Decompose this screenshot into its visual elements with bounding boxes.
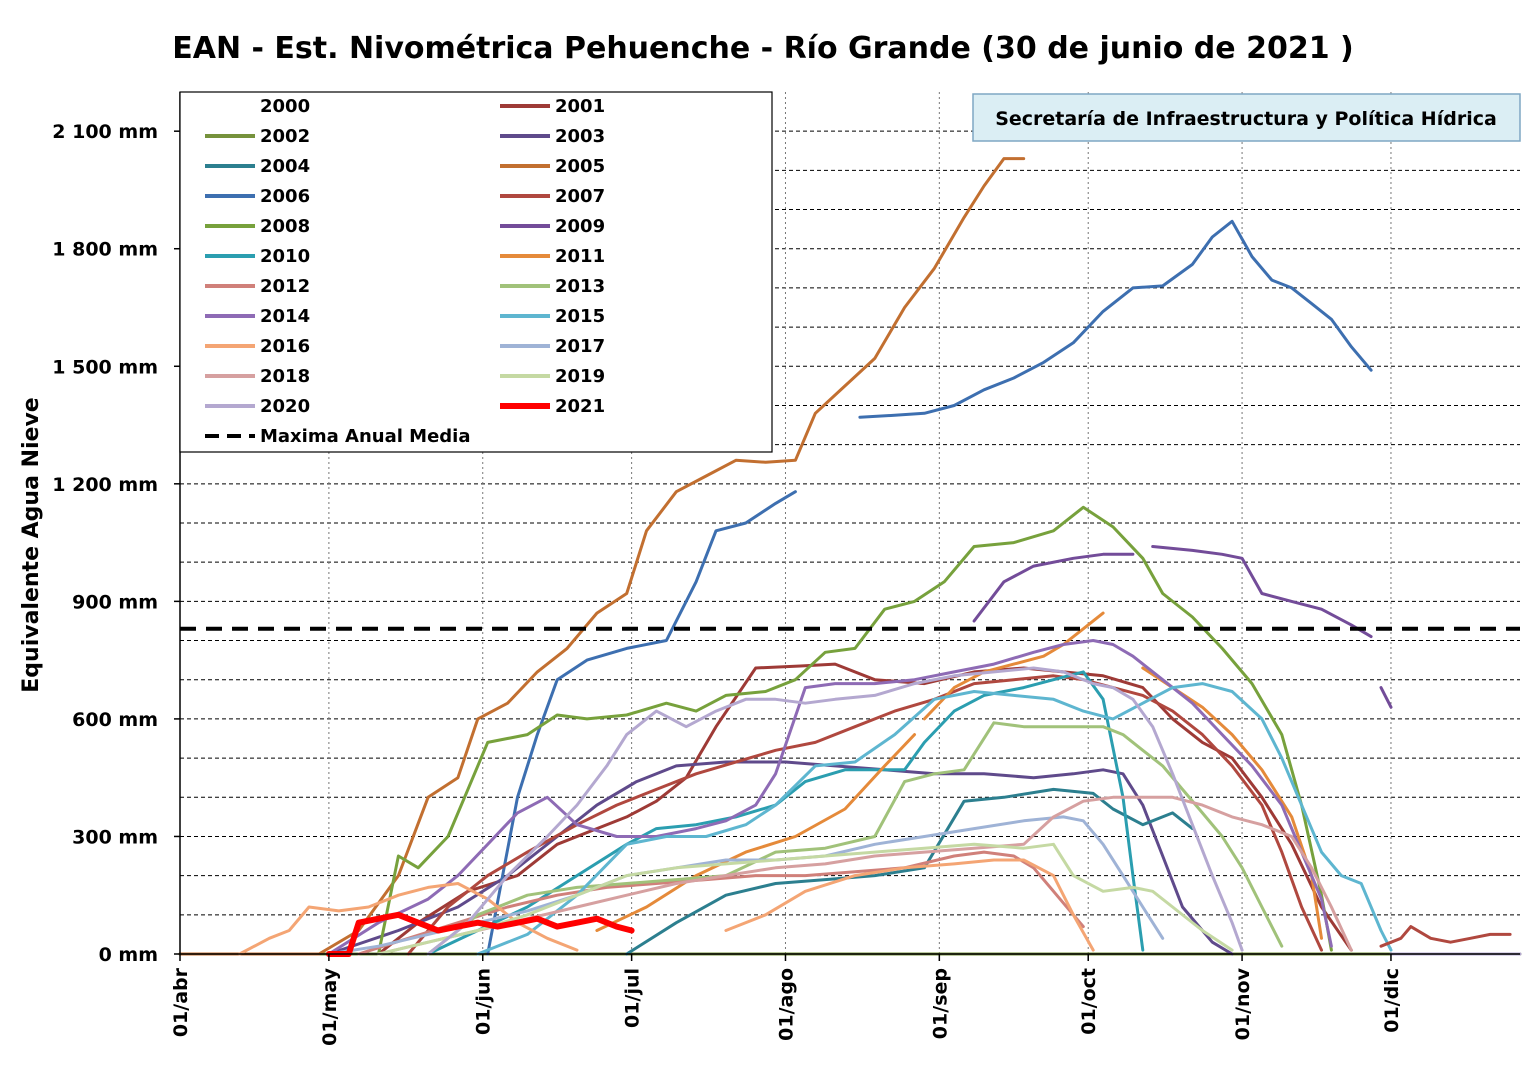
legend-label: 2007 bbox=[555, 186, 605, 207]
x-tick-label: 01/jun bbox=[473, 968, 495, 1035]
series-line-2011 bbox=[595, 733, 916, 932]
legend-label: 2009 bbox=[555, 216, 605, 237]
series-line-2015 bbox=[476, 682, 1393, 956]
y-tick-label: 2 100 mm bbox=[52, 121, 158, 143]
x-tick-label: 01/dic bbox=[1381, 968, 1403, 1033]
series-line-2020 bbox=[426, 666, 1244, 956]
legend-label: 2001 bbox=[555, 96, 605, 117]
legend-label: 2014 bbox=[260, 306, 310, 327]
series-line-2016b bbox=[724, 858, 1095, 952]
y-tick-label: 300 mm bbox=[72, 826, 158, 848]
series-line-2007-dic bbox=[1379, 925, 1512, 948]
chart-title: EAN - Est. Nivométrica Pehuenche - Río G… bbox=[172, 31, 1353, 66]
legend-label: 2004 bbox=[260, 156, 310, 177]
y-tick-label: 1 500 mm bbox=[52, 356, 158, 378]
x-tick-label: 01/jul bbox=[622, 968, 644, 1028]
legend-label: 2016 bbox=[260, 336, 310, 357]
series-line-2009b bbox=[1151, 545, 1373, 639]
legend-label: 2010 bbox=[260, 246, 310, 267]
agency-badge-text: Secretaría de Infraestructura y Política… bbox=[995, 108, 1497, 130]
legend-label: 2020 bbox=[260, 396, 310, 417]
y-tick-labels: 0 mm 300 mm 600 mm 900 mm 1 200 mm 1 500 mm 1 … bbox=[52, 121, 158, 966]
series-line-2011b bbox=[922, 611, 1105, 721]
series-line-2014 bbox=[327, 639, 1333, 956]
legend-label: 2013 bbox=[555, 276, 605, 297]
legend-label: 2008 bbox=[260, 216, 310, 237]
x-tick-label: 01/may bbox=[319, 967, 341, 1045]
series-line-2006 bbox=[486, 490, 797, 956]
x-tick-label: 01/nov bbox=[1232, 967, 1254, 1040]
series-line-2004 bbox=[625, 787, 1194, 956]
series-line-2005 bbox=[178, 157, 1026, 956]
gridlines bbox=[180, 92, 1520, 954]
y-tick-label: 1 800 mm bbox=[52, 239, 158, 261]
series-line-2009c bbox=[1379, 686, 1393, 709]
x-tick-label: 01/abr bbox=[170, 967, 192, 1037]
y-tick-label: 900 mm bbox=[72, 591, 158, 613]
legend-label: 2003 bbox=[555, 126, 605, 147]
x-tick-label: 01/oct bbox=[1078, 968, 1100, 1035]
series-line-2021 bbox=[325, 911, 635, 957]
legend: 2000 2001 2002 2003 2004 2005 2006 2007 2008 2009… bbox=[179, 91, 773, 453]
legend-label: 2006 bbox=[260, 186, 310, 207]
series-line-2012 bbox=[357, 850, 1085, 956]
legend-label: 2005 bbox=[555, 156, 605, 177]
y-tick-label: 0 mm bbox=[99, 944, 158, 966]
legend-label: 2002 bbox=[260, 126, 310, 147]
legend-box bbox=[179, 91, 773, 453]
legend-label: 2021 bbox=[555, 396, 605, 417]
legend-label: 2015 bbox=[555, 306, 605, 327]
legend-label: 2000 bbox=[260, 96, 310, 117]
series-line-2007 bbox=[406, 674, 1323, 956]
legend-label: 2019 bbox=[555, 366, 605, 387]
legend-label: 2018 bbox=[260, 366, 310, 387]
legend-label: Maxima Anual Media bbox=[260, 426, 470, 447]
x-tick-labels: 01/abr 01/may 01/jun 01/jul 01/ago 01/sep 01/o… bbox=[170, 967, 1403, 1045]
legend-label: 2012 bbox=[260, 276, 310, 297]
y-tick-label: 1 200 mm bbox=[52, 474, 158, 496]
legend-label: 2011 bbox=[555, 246, 605, 267]
agency-badge-box bbox=[972, 93, 1521, 142]
series-line-2001 bbox=[377, 662, 1353, 956]
series-line-2019 bbox=[377, 842, 1234, 956]
y-axis-label: Equivalente Agua Nieve bbox=[19, 397, 44, 692]
legend-label: 2017 bbox=[555, 336, 605, 357]
x-tick-label: 01/ago bbox=[775, 968, 797, 1041]
agency-badge: Secretaría de Infraestructura y Política… bbox=[972, 93, 1521, 142]
x-tick-label: 01/sep bbox=[929, 968, 951, 1039]
series-line-2013 bbox=[426, 721, 1284, 956]
y-tick-label: 600 mm bbox=[72, 709, 158, 731]
series-line-2009 bbox=[972, 552, 1135, 623]
series-line-2006b bbox=[858, 219, 1373, 419]
